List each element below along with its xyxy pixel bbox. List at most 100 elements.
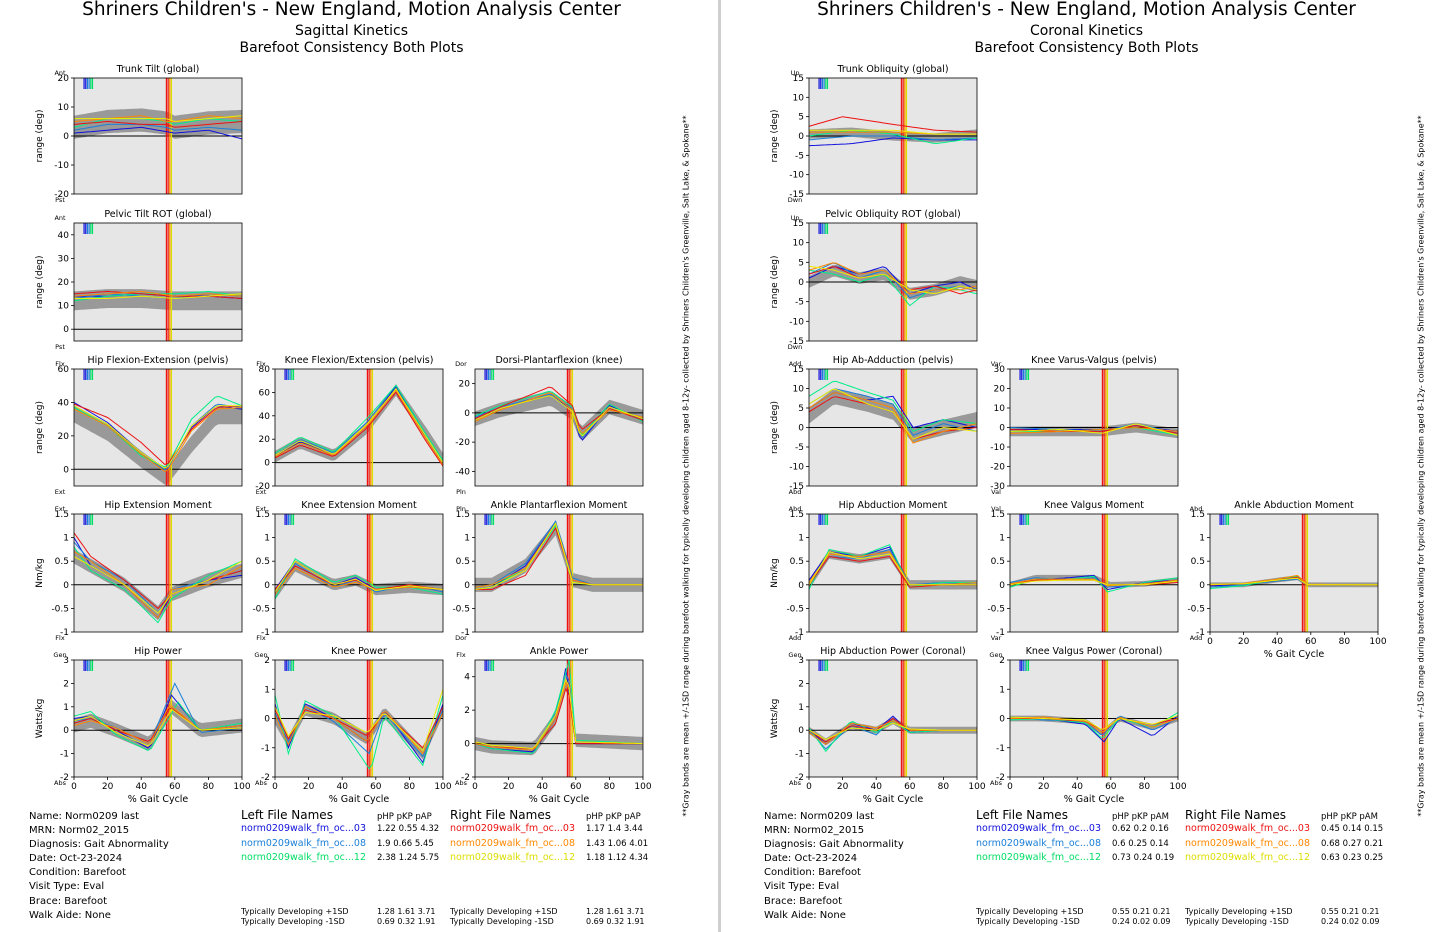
right-trace bbox=[809, 116, 977, 133]
left-typical-minus-values: 0.69 0.32 1.91 bbox=[377, 917, 436, 926]
y-tick-label: 10 bbox=[58, 103, 70, 113]
left-trace bbox=[74, 126, 242, 140]
brace: Brace: Barefoot bbox=[764, 896, 843, 907]
y-tick-label: 4 bbox=[464, 673, 470, 683]
y-axis-label: range (deg) bbox=[35, 401, 45, 454]
chart-title: Hip Abduction Power (Coronal) bbox=[820, 646, 965, 657]
y-tick-label: -0.5 bbox=[786, 604, 804, 614]
plot-background bbox=[1010, 514, 1178, 632]
right-trace bbox=[74, 551, 242, 619]
chart-pelvic-tilt: 0 10 20 30 40 Pelvic Tilt ROT (global) Ant Pst r… bbox=[35, 209, 243, 351]
left-trace bbox=[809, 137, 977, 147]
y-tick-label: -1 bbox=[261, 628, 270, 638]
x-tick-label: 0 bbox=[806, 782, 812, 792]
chart-hip-ab-adduction: -15 -10 -5 0 5 10 15 Hip Ab-Adduction (pelvis) A… bbox=[770, 355, 978, 496]
plot-background bbox=[1210, 514, 1378, 632]
y-tick-label: 0 bbox=[264, 581, 270, 591]
chart-title: Knee Valgus Moment bbox=[1044, 500, 1144, 511]
direction-top-label: Val bbox=[991, 505, 1001, 513]
chart-title: Knee Varus-Valgus (pelvis) bbox=[1031, 355, 1157, 366]
plot-frame bbox=[808, 659, 978, 778]
y-axis-label: Nm/kg bbox=[35, 558, 45, 587]
direction-bottom-label: Dor bbox=[455, 634, 467, 642]
chart-hip-abduction-power: -2 -1 0 1 2 3 0 20 40 60 80 100 Hip Abduction Power … bbox=[770, 646, 986, 805]
y-tick-label: -5 bbox=[795, 151, 804, 161]
right-file-1: norm0209walk_fm_oc...03 bbox=[1185, 823, 1311, 834]
plot-area bbox=[275, 660, 443, 777]
x-tick-label: 0 bbox=[1007, 782, 1013, 792]
right-trace bbox=[1010, 578, 1178, 587]
condition: Condition: Barefoot bbox=[29, 867, 126, 878]
y-tick-label: 1 bbox=[1199, 534, 1205, 544]
visit-type: Visit Type: Eval bbox=[764, 881, 840, 892]
visit-date: Date: Oct-23-2024 bbox=[29, 853, 123, 864]
x-tick-label: 100 bbox=[1169, 782, 1186, 792]
right-trace bbox=[275, 560, 443, 593]
right-file-1: norm0209walk_fm_oc...03 bbox=[450, 823, 576, 834]
y-tick-label: -0.5 bbox=[252, 604, 270, 614]
left-typical-plus-label: Typically Developing +1SD bbox=[241, 907, 349, 916]
chart-hip-power: -2 -1 0 1 2 3 0 20 40 60 80 100 Hip Power Gen Abs Watts… bbox=[35, 646, 251, 805]
chart-trunk-tilt: -20 -10 0 10 20 Trunk Tilt (global) Ant Pst rang… bbox=[35, 64, 243, 204]
direction-bottom-label: Dwn bbox=[788, 343, 802, 351]
x-tick-label: 80 bbox=[1339, 637, 1351, 647]
plot-area bbox=[1010, 660, 1178, 777]
direction-top-label: Ext bbox=[256, 505, 267, 513]
right-trace bbox=[275, 706, 443, 749]
y-tick-label: 1 bbox=[264, 685, 270, 695]
chart-title: Ankle Abduction Moment bbox=[1234, 500, 1354, 511]
right-typical-minus-label: Typically Developing -1SD bbox=[1185, 917, 1289, 926]
y-tick-label: -10 bbox=[789, 317, 804, 327]
direction-top-label: Up bbox=[791, 214, 800, 222]
x-axis-label: % Gait Cycle bbox=[1264, 649, 1325, 660]
plot-area bbox=[74, 369, 242, 486]
chart-pelvic-obliquity: -15 -10 -5 0 5 10 15 Pelvic Obliquity ROT (glob… bbox=[770, 209, 978, 351]
left-trace bbox=[275, 384, 443, 463]
direction-top-label: Gen bbox=[989, 651, 1002, 659]
right-file-2: norm0209walk_fm_oc...08 bbox=[450, 838, 576, 849]
x-axis-label: % Gait Cycle bbox=[128, 794, 189, 805]
y-tick-label: -20 bbox=[54, 190, 69, 200]
x-axis-label: % Gait Cycle bbox=[329, 794, 390, 805]
chart-title: Knee Valgus Power (Coronal) bbox=[1026, 646, 1163, 657]
chart-knee-flexion: -20 0 20 40 60 80 Knee Flexion/Extension (pelv… bbox=[255, 355, 444, 496]
x-tick-label: 20 bbox=[303, 782, 315, 792]
direction-top-label: Pln bbox=[456, 505, 466, 513]
right-file-1-values: 1.17 1.4 3.44 bbox=[586, 824, 643, 834]
y-tick-label: -2 bbox=[795, 773, 804, 783]
y-tick-label: -0.5 bbox=[51, 604, 69, 614]
right-trace bbox=[275, 391, 443, 467]
y-tick-label: 10 bbox=[793, 239, 805, 249]
plot-area bbox=[809, 514, 977, 632]
plot-frame bbox=[73, 513, 243, 633]
page-title: Shriners Children's - New England, Motio… bbox=[82, 0, 621, 20]
left-trace bbox=[275, 558, 443, 600]
direction-bottom-label: Val bbox=[991, 488, 1001, 496]
y-tick-label: 40 bbox=[58, 398, 70, 408]
right-typical-plus-values: 0.55 0.21 0.21 bbox=[1321, 907, 1380, 916]
left-trace bbox=[475, 660, 643, 754]
y-tick-label: 1 bbox=[63, 534, 69, 544]
y-tick-label: 0 bbox=[798, 726, 804, 736]
right-file-2: norm0209walk_fm_oc...08 bbox=[1185, 838, 1311, 849]
right-trace bbox=[475, 395, 643, 437]
direction-top-label: Var bbox=[991, 360, 1002, 368]
y-tick-label: 1.5 bbox=[1191, 510, 1205, 520]
y-tick-label: 1 bbox=[264, 534, 270, 544]
y-tick-label: 10 bbox=[58, 302, 70, 312]
y-tick-label: -20 bbox=[455, 438, 470, 448]
page-subtitle: Coronal Kinetics bbox=[1029, 23, 1144, 39]
x-tick-label: 40 bbox=[536, 782, 548, 792]
y-tick-label: 0.5 bbox=[1191, 557, 1205, 567]
y-tick-label: 20 bbox=[58, 74, 70, 84]
x-axis-label: % Gait Cycle bbox=[529, 794, 590, 805]
patient-mrn: MRN: Norm02_2015 bbox=[29, 825, 130, 836]
x-axis-label: % Gait Cycle bbox=[1064, 794, 1125, 805]
y-tick-label: -15 bbox=[789, 482, 804, 492]
left-file-3: norm0209walk_fm_oc...12 bbox=[976, 852, 1102, 863]
right-file-3: norm0209walk_fm_oc...12 bbox=[450, 852, 576, 863]
plot-area bbox=[809, 78, 977, 194]
x-tick-label: 0 bbox=[272, 782, 278, 792]
